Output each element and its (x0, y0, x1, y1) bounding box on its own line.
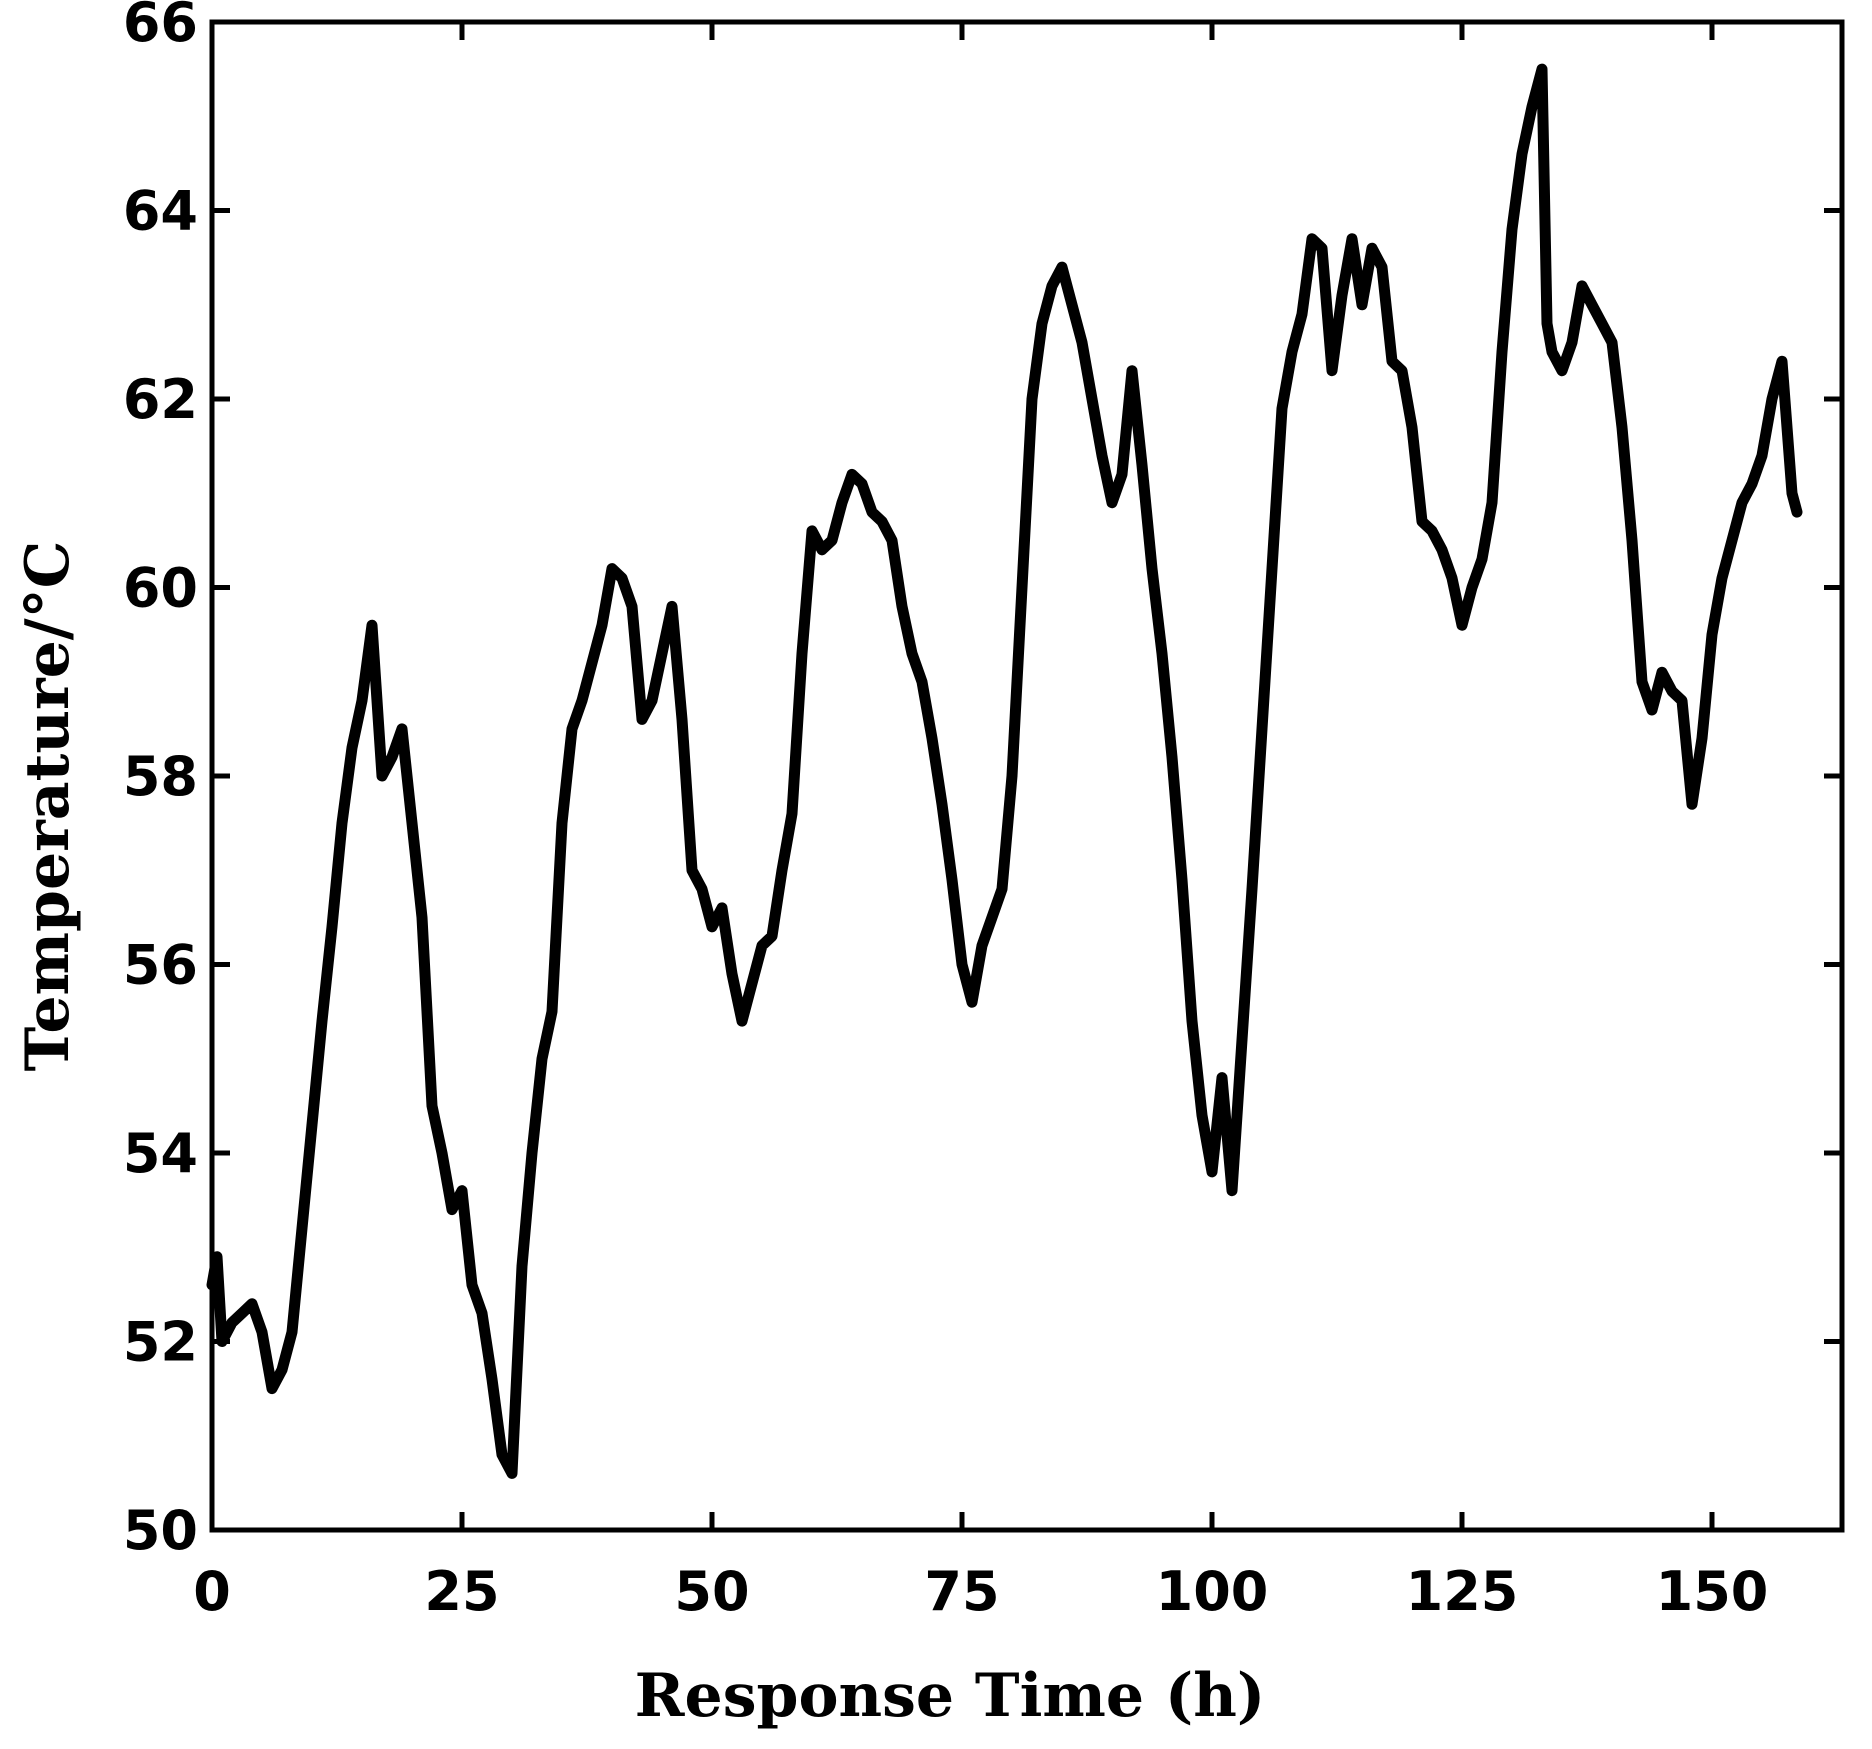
x-tick-label: 75 (924, 1560, 999, 1623)
x-tick-label: 25 (424, 1560, 499, 1623)
y-tick-label: 62 (123, 368, 198, 431)
y-axis-title: Temperature/°C (13, 541, 83, 1072)
y-tick-label: 56 (123, 934, 198, 997)
x-tick-label: 0 (193, 1560, 231, 1623)
series-line-1 (206, 63, 1803, 1479)
y-tick-label: 66 (123, 0, 198, 54)
y-tick-label: 54 (123, 1122, 198, 1185)
y-tick-label: 52 (123, 1311, 198, 1374)
plot-frame (209, 19, 1845, 1533)
y-tick-label: 60 (123, 557, 198, 620)
x-tick-label: 50 (674, 1560, 749, 1623)
y-tick-label: 58 (123, 745, 198, 808)
x-tick-label: 150 (1656, 1560, 1769, 1623)
x-axis-title: Response Time (h) (635, 1661, 1266, 1731)
y-tick-label: 64 (123, 180, 198, 243)
x-tick-label: 125 (1406, 1560, 1519, 1623)
x-tick-label: 100 (1156, 1560, 1269, 1623)
axis-ticks (209, 19, 1842, 1533)
axis-tick-labels: 0 25 50 75 100 125 150 50 52 54 56 58 60 62 64 66 (123, 0, 1769, 1623)
series-layer (206, 63, 1803, 1479)
y-tick-label: 50 (123, 1499, 198, 1562)
